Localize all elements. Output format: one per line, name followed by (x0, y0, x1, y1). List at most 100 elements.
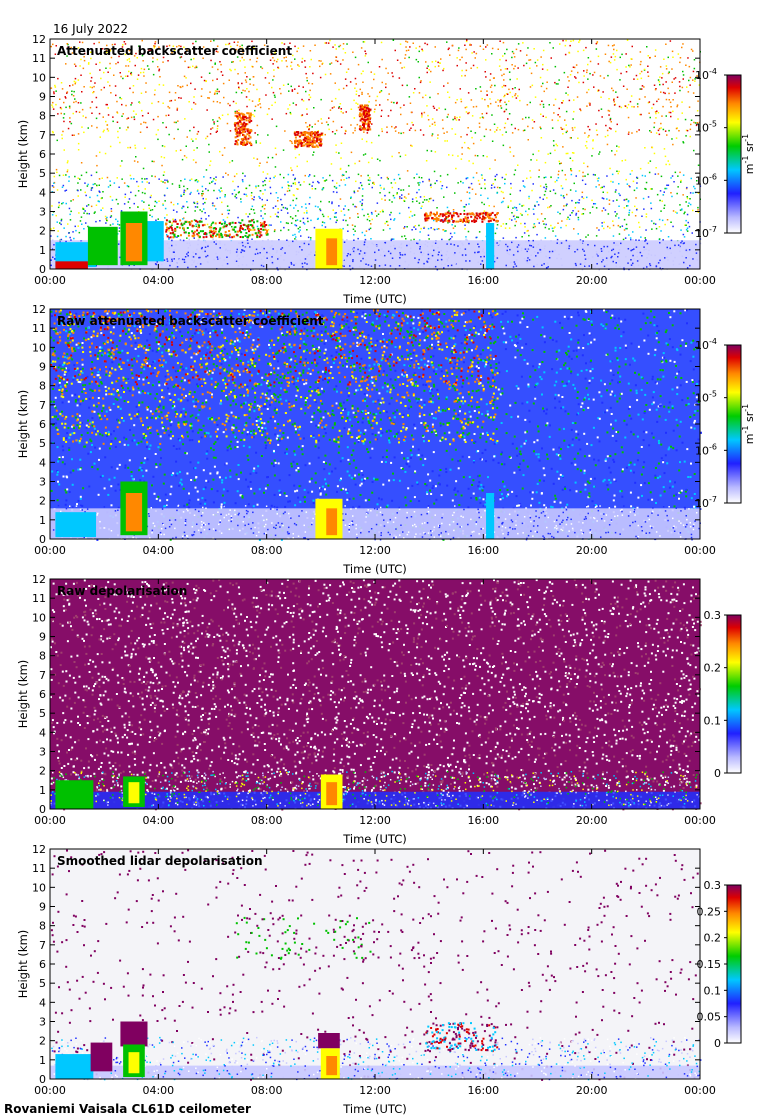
x-tick-label: 04:00 (142, 1084, 174, 1097)
y-tick-label: 5 (39, 167, 46, 180)
colorbar-unit-label: m-1 sr-1 (741, 134, 756, 174)
y-tick-label: 0 (39, 263, 46, 276)
y-tick-label: 9 (39, 361, 46, 374)
y-tick-label: 11 (32, 322, 46, 335)
colorbar-gradient (726, 344, 742, 504)
y-tick-label: 9 (39, 901, 46, 914)
y-tick-label: 11 (32, 862, 46, 875)
panel-title: Raw attenuated backscatter coefficient (57, 314, 324, 328)
x-tick-label: 16:00 (467, 274, 499, 287)
y-tick-label: 0 (39, 1073, 46, 1086)
colorbar-tick-label: 10-4 (695, 337, 717, 352)
y-tick-label: 10 (32, 611, 46, 624)
x-tick-label: 08:00 (251, 1084, 283, 1097)
date-label: 16 July 2022 (53, 22, 128, 36)
y-tick-label: 7 (39, 669, 46, 682)
x-tick-label: 00:00 (34, 274, 66, 287)
x-tick-label: 00:00 (34, 544, 66, 557)
y-tick-label: 5 (39, 977, 46, 990)
colorbar-tick-label: 0 (714, 767, 721, 780)
y-tick-label: 11 (32, 592, 46, 605)
y-tick-label: 12 (32, 573, 46, 586)
x-axis-label: Time (UTC) (342, 1102, 407, 1116)
x-tick-label: 12:00 (359, 544, 391, 557)
y-tick-label: 10 (32, 71, 46, 84)
y-tick-label: 3 (39, 1016, 46, 1029)
y-tick-label: 1 (39, 244, 46, 257)
x-tick-label: 20:00 (576, 814, 608, 827)
x-tick-label: 08:00 (251, 544, 283, 557)
colorbar-tick-label: 0 (714, 1037, 721, 1050)
heatmap-cells (50, 579, 702, 811)
x-axis-label: Time (UTC) (342, 832, 407, 846)
colorbar-tick-label: 10-6 (695, 172, 717, 187)
colorbar-tick-label: 0.15 (697, 958, 722, 971)
y-tick-label: 5 (39, 437, 46, 450)
x-tick-label: 04:00 (142, 814, 174, 827)
y-tick-label: 4 (39, 456, 46, 469)
colorbar: 10-7 10-6 10-5 10-4 m-1 sr-1 (695, 67, 756, 240)
y-tick-label: 6 (39, 688, 46, 701)
x-tick-label: 16:00 (467, 544, 499, 557)
y-tick-label: 6 (39, 418, 46, 431)
x-axis-label: Time (UTC) (342, 292, 407, 306)
x-tick-label: 12:00 (359, 274, 391, 287)
y-tick-label: 11 (32, 52, 46, 65)
x-tick-label: 04:00 (142, 274, 174, 287)
panel-title: Raw depolarisation (57, 584, 187, 598)
colorbar-tick-label: 0.1 (704, 984, 722, 997)
y-tick-label: 10 (32, 881, 46, 894)
y-tick-label: 1 (39, 1054, 46, 1067)
y-tick-label: 3 (39, 476, 46, 489)
colorbar-tick-label: 10-6 (695, 442, 717, 457)
y-tick-label: 8 (39, 920, 46, 933)
colorbar-tick-label: 0.3 (704, 609, 722, 622)
colorbar-tick-label: 0.1 (704, 714, 722, 727)
panel-2: Raw attenuated backscatter coefficient 0 1… (16, 303, 756, 576)
y-tick-label: 4 (39, 996, 46, 1009)
y-tick-label: 6 (39, 958, 46, 971)
colorbar: 10-7 10-6 10-5 10-4 m-1 sr-1 (695, 337, 756, 510)
y-tick-label: 2 (39, 225, 46, 238)
y-tick-label: 9 (39, 631, 46, 644)
colorbar-tick-label: 0.05 (697, 1011, 722, 1024)
y-tick-label: 3 (39, 206, 46, 219)
x-tick-label: 00:00 (684, 814, 716, 827)
colorbar-unit-label: m-1 sr-1 (741, 404, 756, 444)
x-axis-label: Time (UTC) (342, 562, 407, 576)
colorbar-tick-label: 10-5 (695, 390, 717, 405)
y-tick-label: 8 (39, 110, 46, 123)
colorbar-gradient (726, 614, 742, 774)
y-tick-label: 8 (39, 380, 46, 393)
x-tick-label: 04:00 (142, 544, 174, 557)
y-tick-label: 4 (39, 726, 46, 739)
x-tick-label: 00:00 (34, 814, 66, 827)
y-axis-label: Height (km) (16, 660, 30, 729)
y-tick-label: 2 (39, 765, 46, 778)
y-tick-label: 8 (39, 650, 46, 663)
panel-1: Attenuated backscatter coefficient012345… (16, 33, 756, 306)
x-tick-label: 20:00 (576, 274, 608, 287)
x-tick-label: 20:00 (576, 1084, 608, 1097)
colorbar-tick-label: 0.25 (697, 905, 722, 918)
panel-title: Smoothed lidar depolarisation (57, 854, 263, 868)
heatmap-cells (50, 849, 702, 1081)
y-tick-label: 12 (32, 843, 46, 856)
y-tick-label: 2 (39, 495, 46, 508)
colorbar: 0 0.1 0.2 0.3 (704, 609, 742, 780)
y-tick-label: 1 (39, 514, 46, 527)
y-tick-label: 0 (39, 533, 46, 546)
y-tick-label: 1 (39, 784, 46, 797)
x-tick-label: 00:00 (684, 274, 716, 287)
colorbar: 0 0.05 0.1 0.15 0.2 0.25 0.3 (697, 879, 742, 1050)
y-tick-label: 12 (32, 33, 46, 46)
y-tick-label: 6 (39, 148, 46, 161)
colorbar-tick-label: 0.3 (704, 879, 722, 892)
y-tick-label: 12 (32, 303, 46, 316)
colorbar-gradient (726, 74, 742, 234)
colorbar-gradient (726, 884, 742, 1044)
x-tick-label: 12:00 (359, 814, 391, 827)
y-tick-label: 0 (39, 803, 46, 816)
